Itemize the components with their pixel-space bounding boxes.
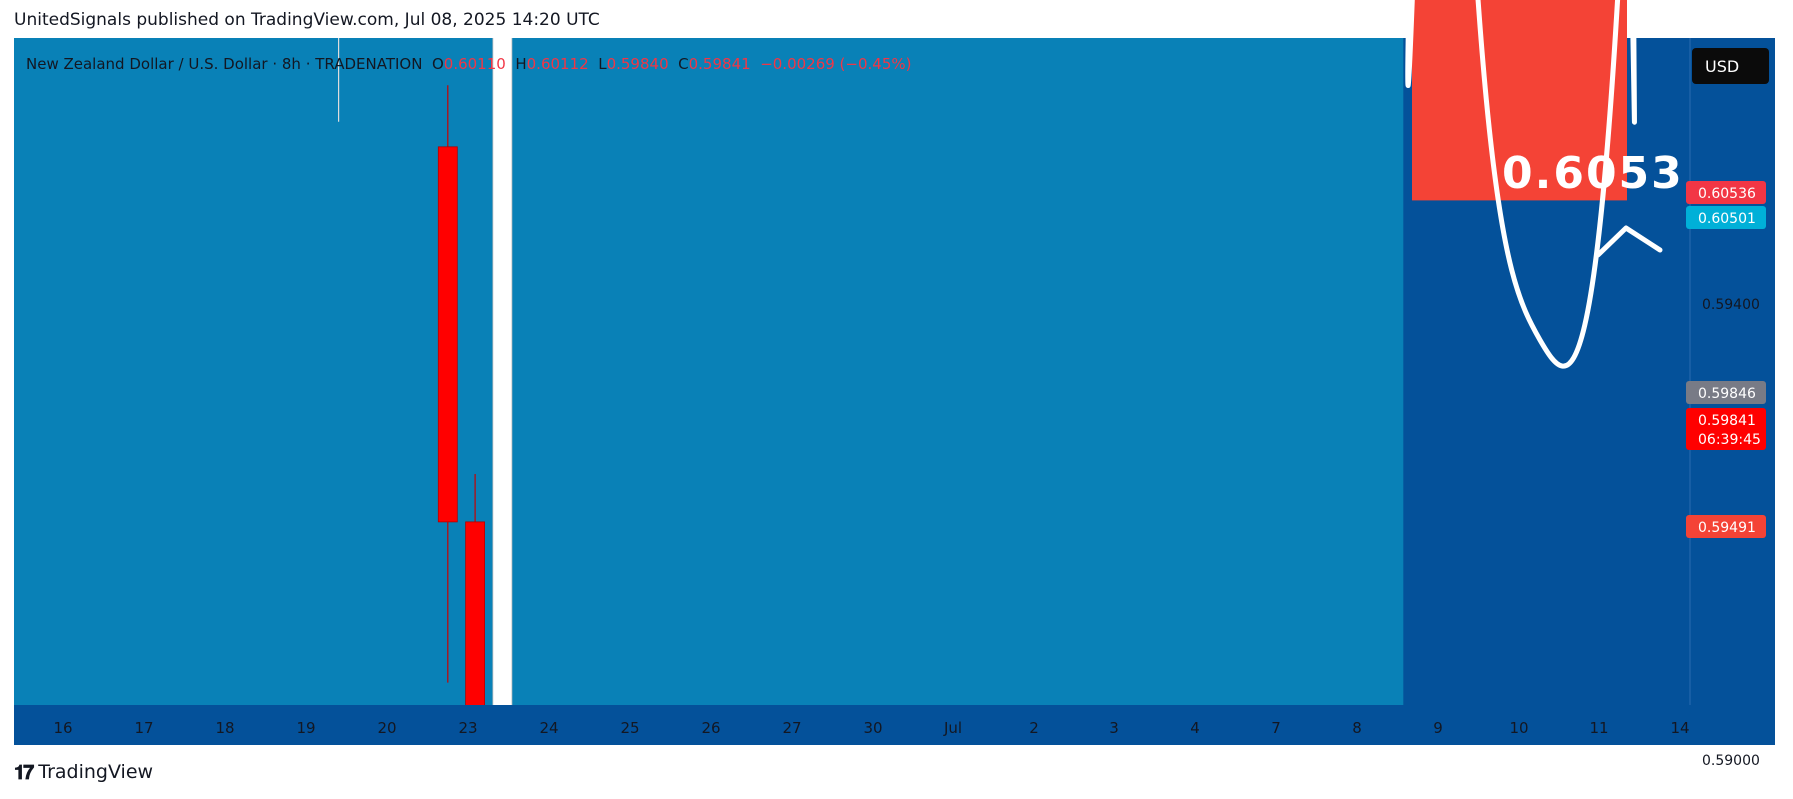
candle[interactable] xyxy=(329,0,348,122)
time-tick-label: 17 xyxy=(134,719,153,737)
time-tick-label: 27 xyxy=(782,719,801,737)
price-label-bg xyxy=(1686,206,1766,229)
time-tick-label: 2 xyxy=(1029,719,1039,737)
time-tick-label: 14 xyxy=(1670,719,1689,737)
time-axis-background xyxy=(14,705,1775,745)
legend-h-label: H xyxy=(506,55,527,73)
price-label-value: 0.59491 xyxy=(1698,520,1756,536)
price-label-value: 0.59841 xyxy=(1698,413,1756,429)
legend-change: −0.00269 (−0.45%) xyxy=(751,55,912,73)
legend-c-label: C xyxy=(669,55,689,73)
legend-c-value: 0.59841 xyxy=(689,55,751,73)
price-label-bg xyxy=(1686,181,1766,204)
price-label-bg xyxy=(1686,381,1766,404)
tradingview-logo[interactable]: 𝟏𝟕 TradingView xyxy=(14,760,153,784)
price-label-resistance: 0.60536 xyxy=(1686,181,1766,204)
time-tick-label: 25 xyxy=(620,719,639,737)
time-tick-label: 11 xyxy=(1589,719,1608,737)
publisher-line: UnitedSignals published on TradingView.c… xyxy=(14,10,600,30)
currency-button[interactable]: USD xyxy=(1692,48,1769,84)
price-label-entry: 0.59846 xyxy=(1686,381,1766,404)
time-tick-label: 30 xyxy=(863,719,882,737)
candle-body xyxy=(437,146,458,523)
time-tick-label: 16 xyxy=(53,719,72,737)
target-annotation: 0.6053 xyxy=(1502,148,1684,199)
tradingview-mark-icon: 𝟏𝟕 xyxy=(14,760,34,784)
time-tick-label: 8 xyxy=(1352,719,1362,737)
ma-area-fill xyxy=(14,38,1404,705)
legend-o-value: 0.60110 xyxy=(444,55,506,73)
time-tick-label: 10 xyxy=(1509,719,1528,737)
time-tick-label: 23 xyxy=(458,719,477,737)
time-tick-label: 4 xyxy=(1190,719,1200,737)
price-label-bg xyxy=(1686,408,1766,450)
time-tick-label: Jul xyxy=(943,719,962,737)
candle-body xyxy=(465,521,486,705)
candle[interactable] xyxy=(492,0,513,799)
candle[interactable] xyxy=(302,0,321,34)
footer-brand: TradingView xyxy=(38,761,154,783)
legend-h-value: 0.60112 xyxy=(527,55,589,73)
candle-body xyxy=(492,38,513,705)
stop-zone[interactable] xyxy=(1412,0,1627,201)
time-tick-label: 18 xyxy=(215,719,234,737)
price-label-bg xyxy=(1686,515,1766,538)
projection-curve xyxy=(1405,0,1637,369)
price-label-value: 0.60501 xyxy=(1698,211,1756,227)
time-tick-label: 3 xyxy=(1109,719,1119,737)
price-tick-label: 0.59000 xyxy=(1702,753,1760,769)
legend-l-label: L xyxy=(589,55,608,73)
ohlc-legend: New Zealand Dollar / U.S. Dollar · 8h · … xyxy=(26,55,911,73)
price-label-target: 0.60501 xyxy=(1686,206,1766,229)
legend-symbol: New Zealand Dollar / U.S. Dollar · 8h · … xyxy=(26,55,422,73)
price-axis-background xyxy=(1690,38,1775,705)
time-tick-label: 7 xyxy=(1271,719,1281,737)
time-tick-label: 20 xyxy=(377,719,396,737)
price-label-stop: 0.59491 xyxy=(1686,515,1766,538)
time-tick-label: 19 xyxy=(296,719,315,737)
legend-l-value: 0.59840 xyxy=(607,55,669,73)
candle[interactable] xyxy=(437,85,458,683)
time-tick-label: 24 xyxy=(539,719,558,737)
candle[interactable] xyxy=(411,0,430,37)
price-label-last-price: 0.59841 06:39:45 xyxy=(1686,408,1766,450)
price-tick-label: 0.59400 xyxy=(1702,297,1760,313)
currency-button-bg xyxy=(1692,48,1769,84)
legend-o-label: O xyxy=(422,55,443,73)
countdown-timer: 06:39:45 xyxy=(1698,432,1761,448)
time-tick-label: 26 xyxy=(701,719,720,737)
price-label-value: 0.60536 xyxy=(1698,186,1756,202)
time-tick-label: 9 xyxy=(1433,719,1443,737)
price-label-value: 0.59846 xyxy=(1698,386,1756,402)
up-arrow-icon xyxy=(1595,225,1663,258)
candle[interactable] xyxy=(465,474,486,799)
currency-button-label: USD xyxy=(1705,57,1739,76)
candle-body xyxy=(411,0,430,16)
